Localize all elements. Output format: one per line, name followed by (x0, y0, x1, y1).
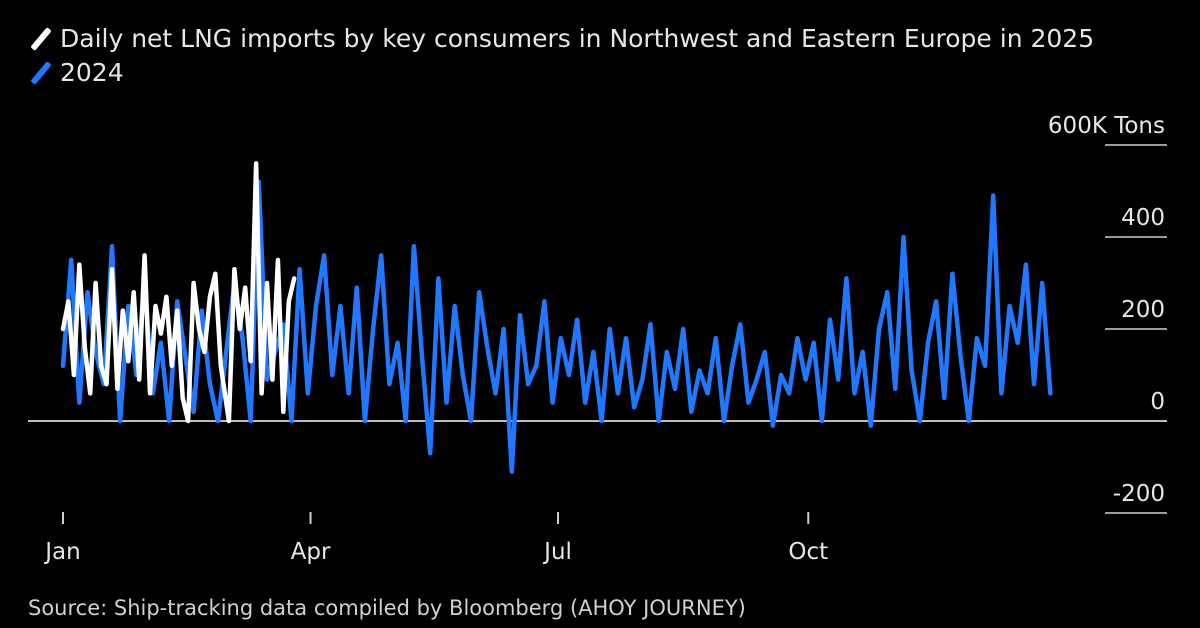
x-tick-label: Jan (43, 539, 80, 565)
y-tick-label: 200 (1121, 297, 1165, 323)
y-tick-label: -200 (1113, 481, 1165, 507)
x-tick-label: Apr (291, 539, 331, 565)
x-tick-label: Oct (788, 539, 828, 565)
source-note: Source: Ship-tracking data compiled by B… (28, 596, 746, 620)
y-tick-label: 400 (1121, 205, 1165, 231)
y-tick-label: 600K Tons (1048, 113, 1165, 139)
x-tick-label: Jul (542, 539, 572, 565)
legend: Daily net LNG imports by key consumers i… (30, 22, 1094, 90)
series-line-2024 (60, 179, 1053, 474)
legend-item-2024: 2024 (30, 56, 1094, 90)
y-tick-label: 0 (1150, 389, 1165, 415)
legend-label-2025: Daily net LNG imports by key consumers i… (60, 24, 1095, 53)
legend-label-2024: 2024 (60, 58, 124, 87)
legend-item-2025: Daily net LNG imports by key consumers i… (30, 22, 1094, 56)
